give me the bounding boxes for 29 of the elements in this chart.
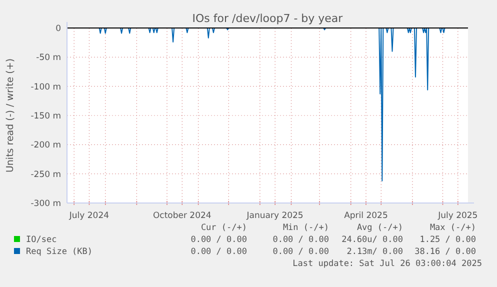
- y-tick-label: -300 m: [30, 198, 61, 209]
- y-tick-label: -100 m: [30, 82, 61, 92]
- y-tick-label: 0: [56, 24, 61, 34]
- x-tick-label: October 2024: [152, 211, 212, 221]
- legend-label: IO/sec: [26, 235, 57, 245]
- x-tick-label: July 2024: [68, 211, 110, 221]
- y-tick-label: -50 m: [36, 53, 61, 64]
- x-tick-label: January 2025: [246, 211, 304, 221]
- text: 2.13m/ 0.00: [346, 247, 403, 257]
- chart-title: IOs for /dev/loop7 - by year: [192, 12, 344, 25]
- text: 0.00 / 0.00: [272, 247, 329, 257]
- text: Min (-/+): [282, 223, 329, 233]
- text: 38.16 / 0.00: [414, 247, 476, 257]
- y-tick-label: -200 m: [30, 140, 61, 151]
- y-axis-title: Units read (-) / write (+): [5, 58, 16, 173]
- x-tick-label: July 2025: [437, 211, 478, 221]
- text: Last update: Sat Jul 26 03:00:04 2025: [292, 259, 482, 269]
- text: 1.25 / 0.00: [420, 235, 476, 245]
- text: Cur (-/+): [200, 223, 247, 233]
- y-tick-label: -150 m: [30, 111, 61, 122]
- text: 0.00 / 0.00: [272, 235, 329, 245]
- text: 0.00 / 0.00: [190, 235, 247, 245]
- text: Avg (-/+): [356, 223, 403, 233]
- legend-label: Req Size (KB): [26, 247, 93, 257]
- text: Max (-/+): [430, 223, 476, 233]
- text: 24.60u/ 0.00: [342, 235, 403, 245]
- y-tick-label: -250 m: [30, 170, 61, 180]
- text: 0.00 / 0.00: [190, 247, 247, 257]
- x-tick-label: April 2025: [344, 211, 388, 221]
